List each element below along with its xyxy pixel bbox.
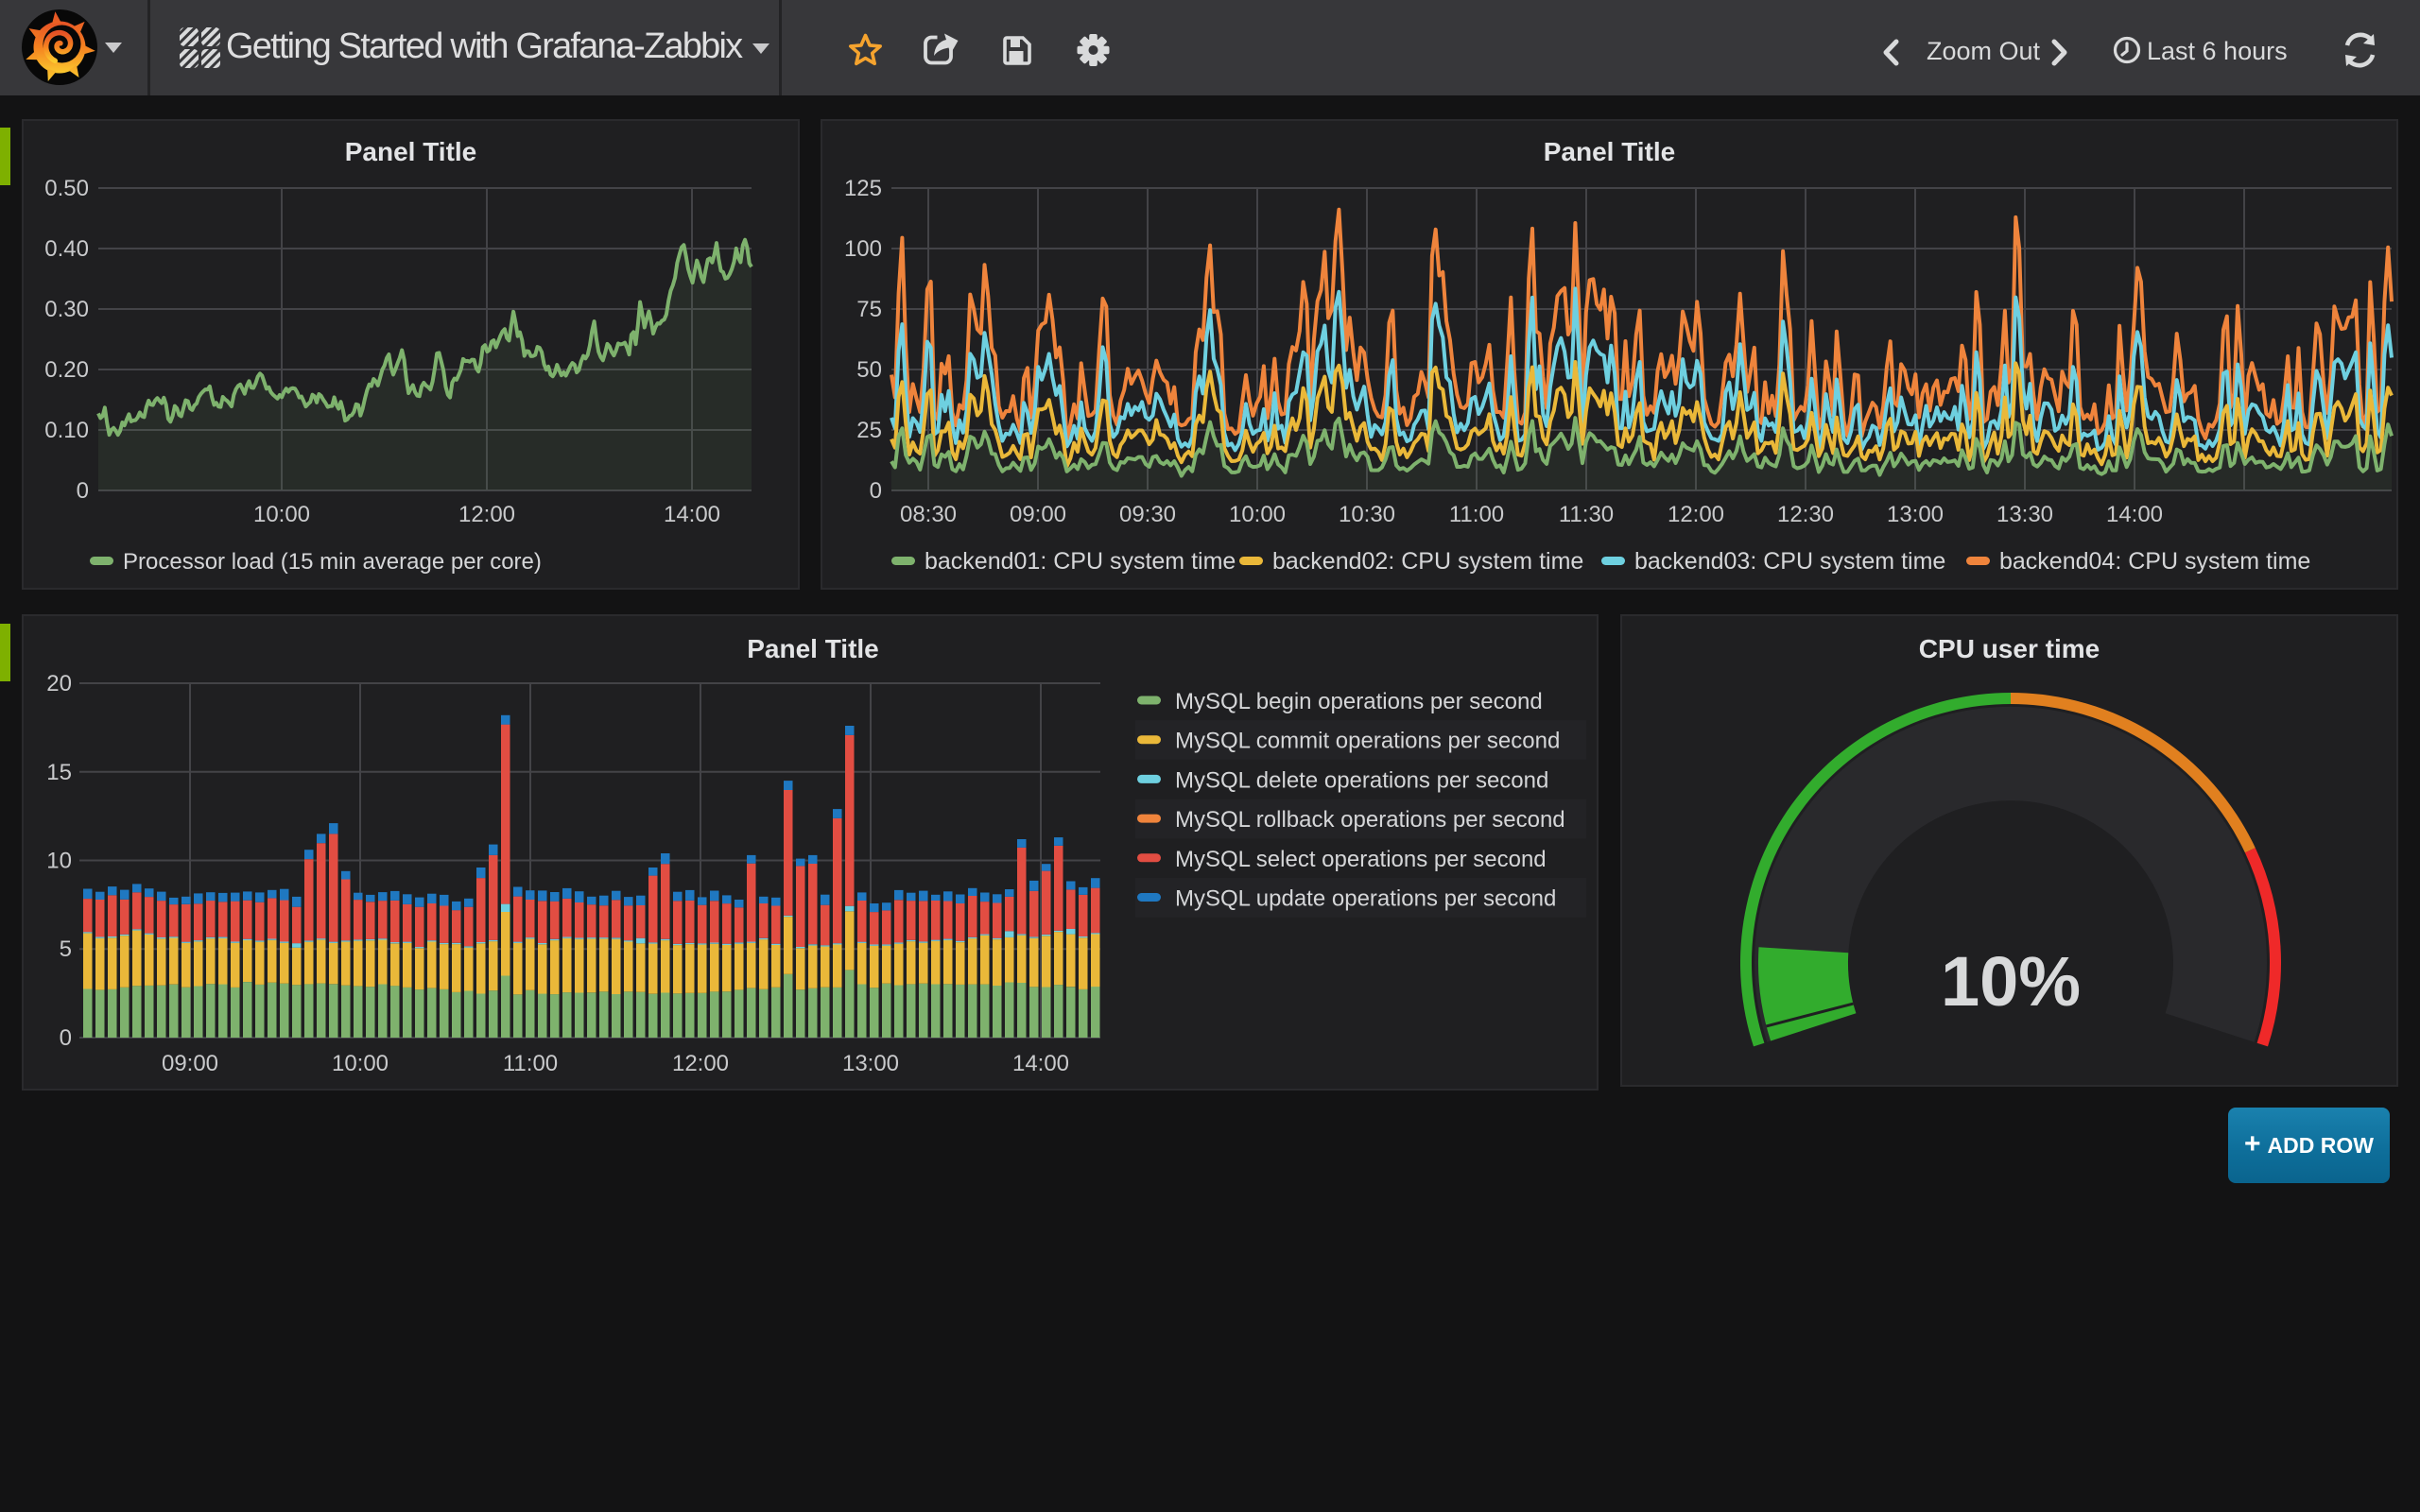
svg-text:MySQL delete operations per se: MySQL delete operations per second — [1175, 767, 1548, 793]
svg-text:MySQL select operations per se: MySQL select operations per second — [1175, 847, 1547, 872]
svg-text:125: 125 — [844, 176, 882, 201]
svg-text:backend01: CPU system time: backend01: CPU system time — [925, 548, 1236, 575]
svg-text:09:00: 09:00 — [1010, 502, 1066, 527]
svg-text:0: 0 — [60, 1025, 72, 1051]
svg-text:MySQL update operations per se: MySQL update operations per second — [1175, 886, 1556, 912]
svg-text:Panel Title: Panel Title — [747, 634, 879, 663]
svg-text:CPU user time: CPU user time — [1919, 634, 2100, 663]
svg-text:MySQL begin operations per sec: MySQL begin operations per second — [1175, 689, 1543, 714]
svg-text:12:00: 12:00 — [458, 502, 515, 527]
svg-text:11:30: 11:30 — [1559, 502, 1614, 527]
svg-text:MySQL commit operations per se: MySQL commit operations per second — [1175, 729, 1560, 754]
svg-text:backend04: CPU system time: backend04: CPU system time — [1999, 548, 2310, 575]
svg-text:25: 25 — [856, 418, 882, 443]
svg-text:10:00: 10:00 — [332, 1051, 389, 1076]
svg-text:Panel Title: Panel Title — [345, 137, 477, 166]
svg-text:0.50: 0.50 — [44, 176, 89, 201]
svg-text:0.40: 0.40 — [44, 236, 89, 262]
svg-text:0.20: 0.20 — [44, 357, 89, 383]
svg-text:10: 10 — [46, 849, 72, 874]
svg-text:0: 0 — [870, 478, 882, 504]
svg-text:10:30: 10:30 — [1339, 502, 1395, 527]
svg-text:0.10: 0.10 — [44, 418, 89, 443]
svg-text:11:00: 11:00 — [1449, 502, 1504, 527]
svg-text:10:00: 10:00 — [253, 502, 310, 527]
svg-text:5: 5 — [60, 936, 72, 962]
svg-text:backend03: CPU system time: backend03: CPU system time — [1634, 548, 1945, 575]
svg-text:14:00: 14:00 — [2106, 502, 2163, 527]
svg-text:Panel Title: Panel Title — [1544, 137, 1676, 166]
svg-text:14:00: 14:00 — [1012, 1051, 1069, 1076]
svg-text:backend02: CPU system time: backend02: CPU system time — [1272, 548, 1583, 575]
svg-text:11:00: 11:00 — [503, 1051, 558, 1076]
svg-text:15: 15 — [46, 760, 72, 785]
svg-text:50: 50 — [856, 357, 882, 383]
svg-text:0.30: 0.30 — [44, 297, 89, 322]
svg-text:10:00: 10:00 — [1229, 502, 1286, 527]
svg-text:12:30: 12:30 — [1777, 502, 1834, 527]
svg-text:0: 0 — [77, 478, 89, 504]
svg-text:Zoom Out: Zoom Out — [1927, 37, 2041, 65]
svg-text:13:00: 13:00 — [1887, 502, 1944, 527]
svg-text:14:00: 14:00 — [664, 502, 720, 527]
svg-text:75: 75 — [856, 297, 882, 322]
svg-text:MySQL rollback operations per: MySQL rollback operations per second — [1175, 807, 1565, 833]
svg-text:10%: 10% — [1941, 942, 2081, 1021]
svg-text:Last 6 hours: Last 6 hours — [2147, 37, 2288, 65]
svg-text:13:00: 13:00 — [842, 1051, 899, 1076]
svg-text:12:00: 12:00 — [1668, 502, 1724, 527]
svg-text:13:30: 13:30 — [1996, 502, 2053, 527]
svg-text:Getting Started with Grafana-Z: Getting Started with Grafana-Zabbix — [226, 26, 743, 66]
svg-text:08:30: 08:30 — [900, 502, 957, 527]
svg-text:100: 100 — [844, 236, 882, 262]
svg-text:20: 20 — [46, 671, 72, 696]
svg-text:Processor load (15 min average: Processor load (15 min average per core) — [123, 549, 542, 575]
svg-text:09:30: 09:30 — [1119, 502, 1176, 527]
svg-text:09:00: 09:00 — [162, 1051, 218, 1076]
svg-text:12:00: 12:00 — [672, 1051, 729, 1076]
